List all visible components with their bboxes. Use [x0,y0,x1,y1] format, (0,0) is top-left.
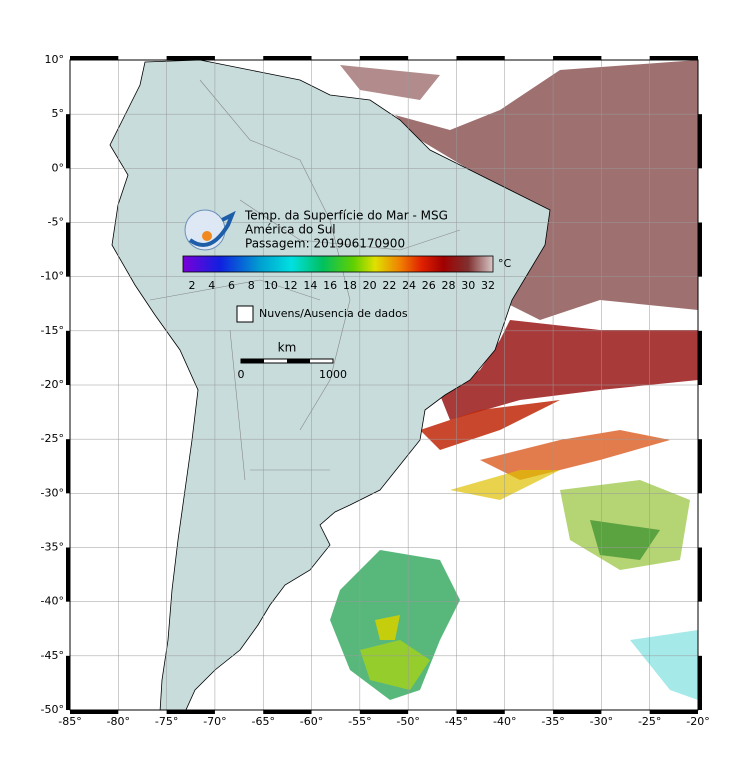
legend-swatch [236,305,254,323]
lat-label: -50° [41,703,64,716]
colorbar-label: 12 [284,279,298,292]
frame-segment [66,547,70,602]
lat-label: -35° [41,541,64,554]
frame-segment [698,547,702,602]
frame-segment [456,710,505,714]
frame-segment [166,710,215,714]
frame-segment [698,222,702,277]
lon-label: -60° [300,715,323,728]
frame-segment [698,114,702,169]
lon-label: -85° [58,715,81,728]
frame-segment [359,56,409,60]
frame-segment [553,710,602,714]
legend-label: Nuvens/Ausencia de dados [259,307,408,320]
colorbar-label: 20 [363,279,377,292]
frame-segment [649,56,698,60]
logo [184,209,236,251]
lat-label: -30° [41,486,64,499]
lon-label: -55° [348,715,371,728]
frame-segment [698,439,702,494]
borders [149,79,461,481]
frame-segment [698,330,702,385]
lat-label: -15° [41,324,64,337]
lon-label: -20° [686,715,709,728]
scale-start: 0 [238,368,245,381]
frame-segment [263,710,312,714]
scale-end: 1000 [319,368,347,381]
colorbar-label: 24 [402,279,416,292]
scale-unit: km [278,341,297,355]
lon-label: -45° [445,715,468,728]
lat-label: -5° [48,216,64,229]
colorbar-label: 8 [248,279,255,292]
colorbar-label: 26 [422,279,436,292]
title-line: Temp. da Superfície do Mar - MSG [244,209,448,223]
lon-label: -65° [251,715,274,728]
colorbar-label: 22 [382,279,396,292]
lat-label: -25° [41,432,64,445]
lon-label: -35° [541,715,564,728]
lat-label: 5° [52,107,65,120]
colorbar-label: 28 [442,279,456,292]
lat-label: -40° [41,595,64,608]
title-line: América do Sul [245,223,336,237]
title-line: Passagem: 201906170900 [245,237,405,251]
scale-bar [240,358,334,364]
colorbar [182,255,494,273]
lat-label: 0° [52,161,65,174]
colorbar-label: 18 [343,279,357,292]
colorbar-label: 32 [481,279,495,292]
frame-segment [553,56,602,60]
sst-field [330,60,698,700]
frame-segment [66,222,70,277]
colorbar-label: 14 [303,279,317,292]
lat-label: -10° [41,270,64,283]
lon-label: -75° [155,715,178,728]
frame-segment [698,655,702,710]
frame-segment [649,710,698,714]
frame-segment [263,56,312,60]
lon-label: -80° [107,715,130,728]
colorbar-label: 30 [461,279,475,292]
frame-segment [456,56,505,60]
colorbar-label: 6 [228,279,235,292]
lon-label: -30° [590,715,613,728]
colorbar-label: 16 [323,279,337,292]
lon-label: -70° [203,715,226,728]
lat-label: -20° [41,378,64,391]
colorbar-label: 10 [264,279,278,292]
frame-segment [359,710,409,714]
frame-ticks [66,56,702,714]
frame-segment [66,114,70,169]
lon-label: -40° [493,715,516,728]
lon-label: -25° [638,715,661,728]
colorbar-label: 2 [189,279,196,292]
lat-label: 10° [45,53,65,66]
frame-segment [70,710,119,714]
frame-segment [66,439,70,494]
frame-segment [70,56,119,60]
lon-label: -50° [396,715,419,728]
lat-label: -45° [41,649,64,662]
frame-segment [66,655,70,710]
colorbar-unit: °C [498,257,512,270]
frame-segment [66,330,70,385]
colorbar-label: 4 [208,279,215,292]
frame-segment [166,56,215,60]
